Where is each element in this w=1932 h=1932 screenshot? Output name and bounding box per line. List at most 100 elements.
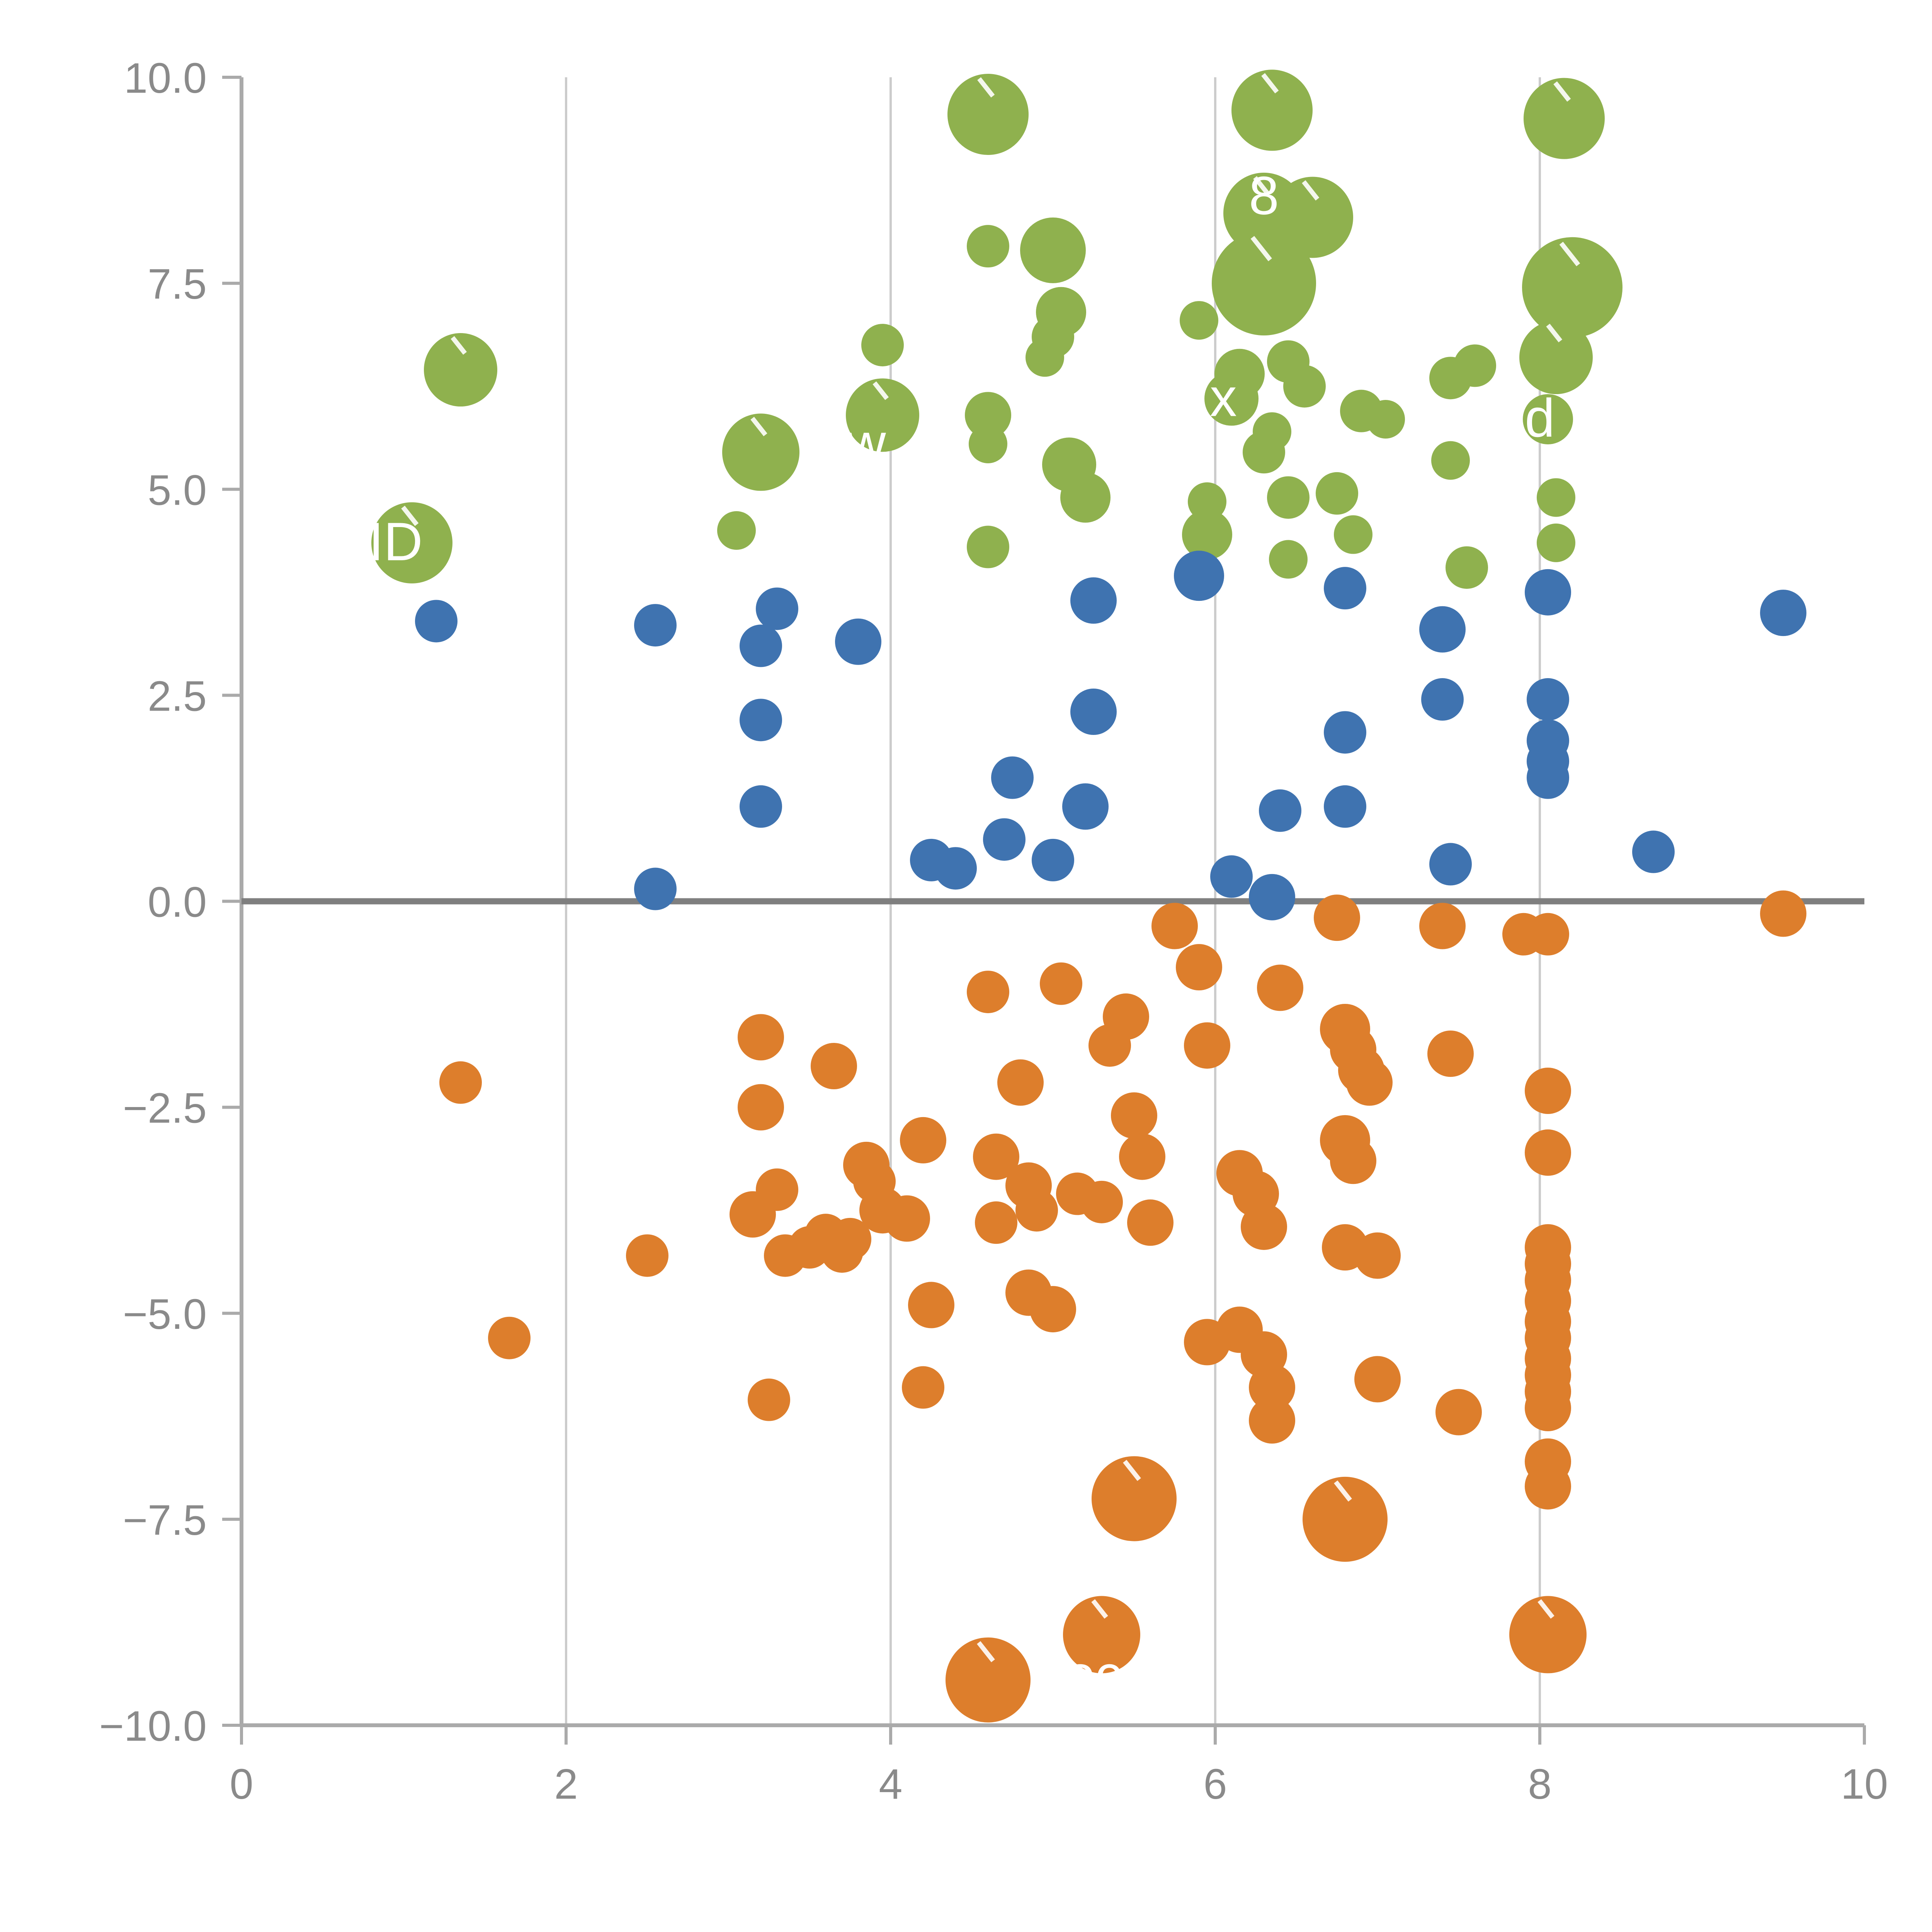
data-point-orange — [1435, 1389, 1482, 1435]
data-point-orange — [756, 1168, 798, 1211]
data-point-green — [1204, 371, 1259, 426]
data-point-green — [1212, 231, 1316, 336]
data-point-blue — [740, 699, 782, 742]
y-tick-label: 10.0 — [124, 54, 207, 102]
x-tick-label: 6 — [1203, 1760, 1227, 1808]
data-point-blue — [1174, 551, 1224, 601]
data-point-orange — [1525, 1384, 1571, 1431]
data-point-blue — [1324, 785, 1366, 828]
data-point-green — [1283, 365, 1326, 408]
data-point-orange — [626, 1234, 668, 1277]
data-point-orange — [811, 1043, 857, 1089]
data-point-blue — [634, 604, 677, 647]
data-point-green — [424, 333, 497, 407]
data-point-orange — [902, 1366, 944, 1409]
y-tick-label: 7.5 — [148, 260, 207, 308]
x-tick-label: 10 — [1841, 1760, 1888, 1808]
data-point-orange — [946, 1637, 1031, 1723]
data-point-green — [1267, 476, 1310, 519]
data-point-green — [1537, 523, 1575, 562]
bubble-annotation: ID — [369, 511, 423, 572]
data-point-orange — [1249, 1364, 1295, 1411]
data-point-green — [1272, 177, 1353, 258]
data-point-orange — [1527, 913, 1569, 956]
data-point-orange — [1080, 1180, 1123, 1223]
data-point-blue — [1249, 874, 1295, 920]
data-point-orange — [1346, 1059, 1393, 1106]
data-point-orange — [900, 1117, 946, 1163]
data-point-green — [1026, 338, 1064, 377]
data-point-orange — [1015, 1189, 1058, 1232]
data-point-orange — [997, 1059, 1044, 1106]
data-point-orange — [748, 1378, 790, 1421]
data-point-green — [1431, 441, 1470, 480]
data-point-orange — [1760, 890, 1806, 937]
y-tick-label: −2.5 — [123, 1085, 207, 1132]
data-point-green — [1366, 400, 1405, 439]
data-point-orange — [1030, 1286, 1076, 1333]
data-point-green — [1020, 217, 1086, 283]
data-point-orange — [439, 1061, 482, 1104]
bubble-mark — [1559, 242, 1580, 267]
data-point-orange — [1151, 903, 1198, 949]
data-point-blue — [991, 756, 1034, 799]
data-point-blue — [1032, 838, 1074, 881]
data-point-blue — [756, 587, 798, 630]
data-point-blue — [1632, 830, 1675, 873]
data-point-orange — [1419, 903, 1466, 949]
x-tick-label: 0 — [230, 1760, 253, 1808]
data-point-orange — [1063, 1596, 1140, 1673]
bubble-annotation: 8 — [1249, 165, 1279, 226]
data-point-blue — [1210, 855, 1253, 898]
y-tick-label: 2.5 — [148, 672, 207, 720]
data-point-blue — [835, 618, 881, 665]
data-point-green — [967, 526, 1009, 568]
data-point-blue — [1259, 789, 1301, 832]
data-point-green — [1316, 472, 1358, 515]
bubble-mark — [1253, 176, 1271, 197]
bubble-mark — [977, 1641, 995, 1662]
bubble-annotation: d — [1525, 388, 1555, 448]
data-point-blue — [740, 785, 782, 828]
data-point-orange — [1354, 1232, 1401, 1279]
data-point-green — [1188, 482, 1226, 521]
data-point-orange — [1303, 1476, 1388, 1562]
bubble-mark — [1546, 323, 1563, 343]
data-point-orange — [738, 1084, 784, 1131]
data-point-orange — [1525, 1067, 1571, 1114]
data-point-blue — [983, 818, 1026, 861]
data-point-orange — [908, 1282, 954, 1328]
data-point-orange — [1103, 993, 1149, 1040]
data-point-blue — [1429, 843, 1472, 886]
data-point-green — [1522, 237, 1622, 338]
data-point-green — [1231, 70, 1313, 151]
data-point-green — [371, 502, 452, 583]
data-point-blue — [934, 847, 977, 890]
data-point-green — [1180, 301, 1218, 340]
data-point-orange — [488, 1316, 531, 1359]
data-point-orange — [1427, 1031, 1474, 1077]
data-point-blue — [1070, 689, 1117, 735]
bubble-mark — [1261, 73, 1279, 94]
data-point-orange — [1184, 1022, 1230, 1069]
data-point-blue — [740, 624, 782, 667]
data-point-green — [717, 511, 756, 550]
data-point-green — [1524, 78, 1605, 159]
data-point-blue — [1062, 783, 1109, 830]
data-point-orange — [1184, 1319, 1230, 1366]
data-point-orange — [1314, 895, 1360, 941]
data-point-orange — [1092, 1456, 1177, 1541]
y-tick-label: −5.0 — [123, 1291, 207, 1338]
bubble-annotation: x — [1210, 367, 1237, 428]
data-point-orange — [1127, 1199, 1173, 1246]
data-point-blue — [1527, 678, 1569, 721]
bubble-mark — [451, 336, 467, 355]
data-point-orange — [1241, 1203, 1287, 1250]
data-point-green — [1446, 546, 1488, 589]
data-point-green — [1523, 394, 1573, 444]
data-point-orange — [1176, 944, 1222, 991]
data-point-blue — [634, 867, 677, 910]
bubble-mark — [401, 505, 419, 526]
y-tick-label: −7.5 — [123, 1497, 207, 1544]
data-point-blue — [1324, 711, 1366, 754]
